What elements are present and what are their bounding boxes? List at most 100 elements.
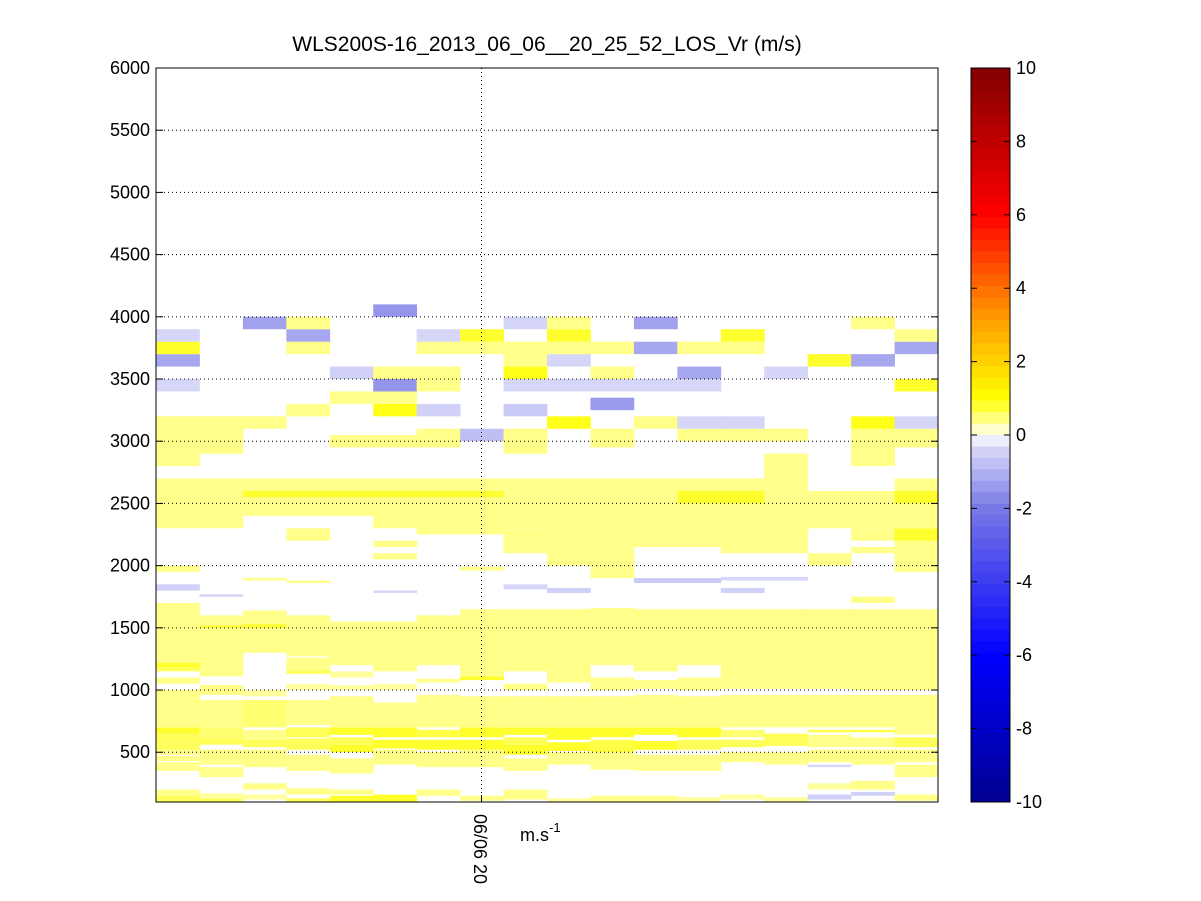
colorbar-swatch: [971, 354, 1010, 367]
heatmap-cell: [503, 758, 548, 771]
colorbar-swatch: [971, 285, 1010, 298]
heatmap-cell: [503, 341, 548, 367]
heatmap-cell: [329, 744, 374, 753]
heatmap-cell: [416, 329, 461, 342]
y-tick-label: 3500: [110, 369, 150, 389]
y-axis: 500 1000 1500 2000 2500 3000 3500 4000 4500 5000 5…: [110, 58, 938, 762]
heatmap-cell: [590, 795, 635, 802]
y-tick-label: 5500: [110, 120, 150, 140]
heatmap-cell: [547, 727, 591, 740]
heatmap-cell: [851, 609, 895, 691]
heatmap-cell: [460, 609, 504, 677]
colorbar-swatch: [971, 526, 1010, 539]
heatmap-cell: [156, 677, 200, 684]
colorbar-swatch: [971, 503, 1010, 516]
colorbar-swatch: [971, 274, 1010, 287]
heatmap-cell: [199, 478, 244, 529]
heatmap-cell: [329, 737, 374, 745]
heatmap-cell: [416, 678, 461, 683]
colorbar-tick-label: 2: [1016, 352, 1026, 372]
heatmap-cell: [329, 696, 374, 728]
heatmap-cell: [547, 540, 591, 566]
heatmap-cell: [416, 497, 461, 535]
heatmap-cell: [242, 739, 287, 748]
heatmap-cell: [460, 795, 504, 801]
heatmap-cell: [851, 528, 895, 541]
heatmap-cell: [416, 341, 461, 355]
heatmap-cell: [720, 752, 765, 763]
heatmap-cell: [199, 793, 244, 799]
heatmap-cell: [851, 792, 895, 796]
heatmap-cell: [894, 737, 938, 748]
heatmap-cell: [807, 609, 852, 689]
heatmap-cell: [242, 490, 287, 498]
heatmap-cell: [894, 503, 938, 529]
heatmap-cell: [329, 366, 374, 380]
heatmap-cell: [720, 503, 765, 554]
colorbar-swatch: [971, 584, 1010, 597]
heatmap-cell: [329, 478, 374, 491]
heatmap-cell: [156, 755, 200, 761]
heatmap-cell: [764, 490, 809, 554]
heatmap-cell: [547, 742, 591, 751]
heatmap-cell: [851, 729, 895, 733]
heatmap-cell: [764, 609, 809, 689]
y-tick-label: 5000: [110, 182, 150, 202]
heatmap-cell: [677, 515, 722, 547]
heatmap-cell: [894, 695, 938, 728]
heatmap-cell: [894, 764, 938, 778]
colorbar-tick-label: 6: [1016, 205, 1026, 225]
colorbar-swatch: [971, 469, 1010, 482]
colorbar-swatch: [971, 607, 1010, 619]
heatmap-cell: [156, 733, 200, 743]
heatmap-cell: [894, 379, 938, 392]
colorbar-swatch: [971, 687, 1010, 700]
heatmap-cell: [503, 584, 548, 590]
colorbar-swatch: [971, 228, 1010, 241]
colorbar-swatch: [971, 652, 1010, 665]
colorbar: [971, 68, 1010, 803]
heatmap-cell: [851, 490, 895, 529]
heatmap-cell: [720, 609, 765, 689]
heatmap-cell: [373, 490, 418, 498]
heatmap-cell: [156, 329, 200, 342]
heatmap-cell: [329, 391, 374, 404]
heatmap-cell: [156, 341, 200, 355]
heatmap-cell: [503, 403, 548, 417]
colorbar-swatch: [971, 366, 1010, 379]
heatmap-cell: [590, 677, 635, 691]
heatmap-cell: [894, 528, 938, 541]
heatmap-cell: [199, 727, 244, 738]
colorbar-swatch: [971, 572, 1010, 585]
heatmap-cell: [329, 435, 374, 448]
heatmap-cell: [460, 428, 504, 442]
heatmap-cell: [199, 737, 244, 745]
heatmap-cell: [677, 578, 722, 584]
heatmap-cell: [851, 546, 895, 554]
heatmap-cell: [851, 416, 895, 429]
colorbar-swatch: [971, 538, 1010, 551]
heatmap-cell: [286, 528, 331, 541]
heatmap-cell: [633, 478, 678, 516]
heatmap-cells: [156, 304, 938, 802]
heatmap-cell: [851, 780, 895, 790]
heatmap-cell: [373, 621, 418, 672]
heatmap-cell: [373, 590, 418, 593]
heatmap-cell: [329, 789, 374, 795]
heatmap-cell: [286, 788, 331, 795]
heatmap-cell: [677, 416, 722, 429]
heatmap-cell: [242, 783, 287, 790]
colorbar-swatch: [971, 113, 1010, 126]
heatmap-cell: [329, 490, 374, 498]
heatmap-cell: [633, 515, 678, 547]
heatmap-cell: [373, 553, 418, 560]
heatmap-cell: [720, 695, 765, 728]
heatmap-cell: [373, 739, 418, 749]
heatmap-cell: [156, 690, 200, 728]
heatmap-cell: [373, 478, 418, 491]
heatmap-cell: [894, 727, 938, 735]
colorbar-swatch: [971, 171, 1010, 184]
heatmap-cell: [677, 677, 722, 691]
heatmap-cell: [242, 729, 287, 740]
heatmap-cell: [460, 739, 504, 750]
